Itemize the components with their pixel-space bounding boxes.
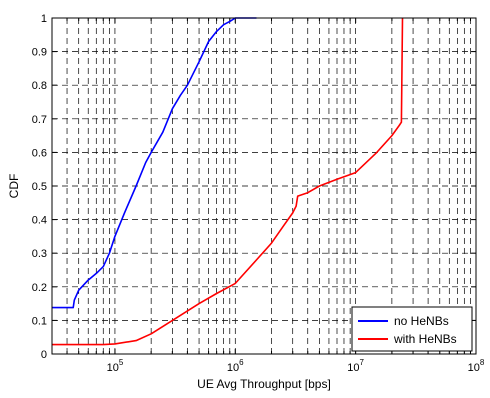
series-line-with-henbs xyxy=(52,17,404,346)
x-axis-ticks: 105 106 107 108 xyxy=(107,358,485,374)
x-tick-label: 107 xyxy=(347,358,364,374)
series-line-no-henbs xyxy=(52,17,257,309)
grid xyxy=(52,17,476,355)
y-tick-label: 0.3 xyxy=(32,248,47,260)
legend-box xyxy=(351,306,473,352)
plot-frame xyxy=(51,17,477,355)
y-axis-label: CDF xyxy=(7,174,21,199)
y-tick-label: 0.5 xyxy=(32,181,47,193)
legend-entry: with HeNBs xyxy=(393,332,457,346)
y-tick-label: 0.6 xyxy=(32,147,47,159)
y-tick-label: 0.1 xyxy=(32,315,47,327)
y-tick-label: 0.8 xyxy=(32,80,47,92)
y-axis-ticks: 0 0.1 0.2 0.3 0.4 0.5 0.6 0.7 0.8 0.9 1 xyxy=(32,13,47,361)
y-tick-label: 0.2 xyxy=(32,282,47,294)
y-tick-label: 0.9 xyxy=(32,47,47,59)
series-group xyxy=(52,17,404,346)
y-tick-label: 1 xyxy=(41,13,47,25)
legend-entry: no HeNBs xyxy=(394,314,449,328)
x-tick-label: 105 xyxy=(107,358,124,374)
y-tick-label: 0.4 xyxy=(32,215,47,227)
x-axis-label: UE Avg Throughput [bps] xyxy=(197,377,331,391)
y-tick-label: 0.7 xyxy=(32,114,47,126)
x-tick-label: 106 xyxy=(227,358,244,374)
legend: no HeNBs with HeNBs xyxy=(351,306,473,352)
y-tick-label: 0 xyxy=(41,349,47,361)
x-tick-label: 108 xyxy=(468,358,485,374)
